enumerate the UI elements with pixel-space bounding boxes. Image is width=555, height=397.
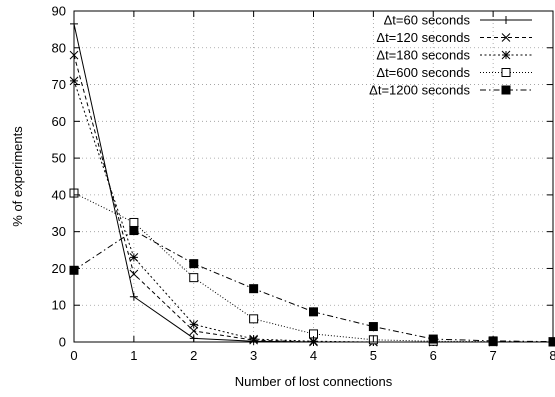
x-tick-label: 5	[370, 348, 377, 363]
legend-swatch-marker	[501, 33, 511, 42]
x-tick-label: 2	[190, 348, 197, 363]
legend: Δt=60 seconds Δt=120 seconds Δt=180 second…	[369, 13, 532, 98]
y-tick-label: 20	[52, 261, 66, 276]
data-point	[189, 273, 199, 283]
legend-label: Δt=180 seconds	[376, 48, 470, 63]
legend-label: Δt=600 seconds	[376, 65, 470, 80]
data-point	[129, 253, 139, 262]
x-tick-label: 6	[430, 348, 437, 363]
y-tick-label: 90	[52, 4, 66, 19]
legend-entry: Δt=600 seconds	[376, 65, 532, 80]
legend-swatch-marker	[501, 68, 511, 77]
data-point	[129, 292, 138, 301]
series-2	[69, 50, 555, 347]
y-tick-label: 10	[52, 298, 66, 313]
ticks: 0 10 20 30 40 50 60 70 80 90 0 1 2 3 4 5 6 7 8	[52, 4, 555, 364]
x-tick-label: 8	[549, 348, 555, 363]
data-point	[129, 217, 139, 227]
legend-swatch-marker	[502, 16, 510, 24]
series-3	[69, 76, 555, 347]
series-1	[70, 19, 555, 346]
x-tick-label: 7	[490, 348, 497, 363]
data-point	[129, 226, 139, 236]
legend-label: Δt=120 seconds	[376, 30, 470, 45]
data-point	[249, 314, 259, 324]
x-axis-title: Number of lost connections	[235, 374, 393, 389]
y-axis-title: % of experiments	[10, 126, 25, 227]
series-5	[69, 226, 555, 347]
legend-label: Δt=1200 seconds	[369, 83, 470, 98]
legend-entry: Δt=180 seconds	[376, 48, 532, 63]
x-tick-label: 3	[250, 348, 257, 363]
data-point	[309, 307, 318, 317]
data-point	[189, 319, 199, 329]
y-tick-label: 40	[52, 187, 66, 202]
series-line	[73, 55, 553, 343]
legend-swatch-marker	[501, 50, 511, 60]
grid	[74, 11, 553, 342]
y-tick-label: 0	[59, 335, 66, 350]
y-tick-label: 30	[52, 224, 66, 239]
series-line	[73, 229, 554, 343]
data-point	[368, 322, 378, 332]
x-tick-label: 1	[130, 348, 137, 363]
legend-label: Δt=60 seconds	[384, 13, 471, 28]
legend-swatch-marker	[501, 85, 511, 95]
x-tick-label: 4	[310, 348, 317, 363]
series-layer	[69, 19, 555, 347]
y-tick-label: 80	[52, 40, 66, 55]
data-point	[249, 284, 259, 294]
data-point	[129, 269, 139, 279]
x-tick-label: 0	[70, 348, 77, 363]
y-tick-label: 50	[52, 151, 66, 166]
y-tick-label: 70	[52, 77, 66, 92]
legend-entry: Δt=60 seconds	[384, 13, 532, 28]
y-tick-label: 60	[52, 114, 66, 129]
legend-entry: Δt=1200 seconds	[369, 83, 532, 98]
legend-entry: Δt=120 seconds	[376, 30, 532, 45]
data-point	[189, 259, 199, 269]
data-point	[189, 326, 199, 336]
plot-frame	[73, 10, 554, 343]
